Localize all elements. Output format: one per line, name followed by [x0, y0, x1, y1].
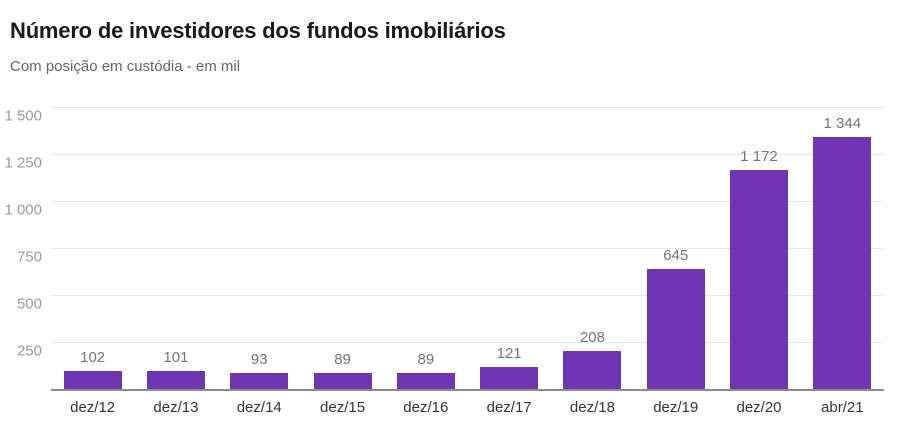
x-axis-label: dez/18: [569, 399, 615, 416]
x-axis-line: [51, 389, 884, 391]
bar-value-label: 121: [496, 345, 522, 363]
gridline: [51, 342, 884, 343]
bar-value-label: 102: [80, 348, 106, 366]
plot-area: 250 500 750 1 000 1 250 1 500 102 dez/12 101 dez…: [4, 107, 884, 416]
bar-value-label: 1 344: [823, 115, 862, 133]
bar-group-dez-20: 1 172 dez/20: [717, 108, 800, 416]
bar-value-label: 1 172: [740, 147, 778, 165]
bar: [563, 350, 622, 390]
y-axis-tick-label: 500: [16, 295, 42, 313]
x-axis-label: dez/20: [736, 399, 782, 416]
x-axis-label: abr/21: [821, 399, 864, 416]
gridline: [51, 154, 884, 155]
gridline: [51, 295, 884, 296]
bar-value-label: 89: [334, 351, 351, 369]
bar-group-dez-19: 645 dez/19: [634, 108, 717, 416]
bar-group-dez-13: 101 dez/13: [134, 108, 217, 416]
chart-subtitle: Com posição em custódia - em mil: [10, 58, 241, 75]
bar: [813, 137, 872, 390]
bar-value-label: 208: [579, 328, 605, 346]
bar-group-dez-15: 89 dez/15: [301, 108, 384, 416]
x-axis-label: dez/17: [486, 399, 532, 416]
bar-group-dez-16: 89 dez/16: [384, 108, 467, 416]
bar-group-dez-17: 121 dez/17: [467, 108, 550, 416]
bar: [146, 371, 205, 390]
y-axis-tick-label: 1 000: [4, 201, 42, 219]
y-axis-tick-label: 1 500: [4, 107, 42, 125]
gridline: [51, 107, 884, 108]
gridline: [51, 248, 884, 249]
bar: [230, 372, 289, 390]
bar-group-dez-12: 102 dez/12: [51, 108, 134, 416]
bar-group-abr-21: 1 344 abr/21: [801, 108, 884, 416]
bar-value-label: 89: [417, 351, 435, 369]
y-axis-tick-label: 750: [16, 248, 42, 266]
bar: [396, 373, 455, 390]
x-axis-label: dez/16: [403, 399, 449, 416]
bars-row: 102 dez/12 101 dez/13 93 dez/14 89 dez/15 89 dez/…: [51, 108, 884, 416]
gridline: [51, 201, 884, 202]
bar-value-label: 93: [250, 350, 268, 368]
bar: [730, 169, 789, 390]
x-axis-label: dez/14: [236, 399, 282, 416]
chart-title: Número de investidores dos fundos imobil…: [10, 18, 506, 43]
bar: [480, 367, 539, 390]
y-axis-tick-label: 250: [16, 342, 42, 360]
bar: [313, 373, 372, 390]
x-axis-label: dez/19: [653, 399, 699, 416]
bar-group-dez-14: 93 dez/14: [218, 108, 301, 416]
bar-value-label: 101: [163, 349, 189, 367]
x-axis-label: dez/12: [70, 399, 116, 416]
x-axis-label: dez/15: [320, 399, 366, 416]
x-axis-label: dez/13: [153, 399, 199, 416]
bar: [63, 370, 122, 390]
bar: [646, 268, 705, 390]
y-axis-tick-label: 1 250: [4, 154, 42, 172]
bar-value-label: 645: [663, 246, 689, 264]
bar-group-dez-18: 208 dez/18: [551, 108, 634, 416]
